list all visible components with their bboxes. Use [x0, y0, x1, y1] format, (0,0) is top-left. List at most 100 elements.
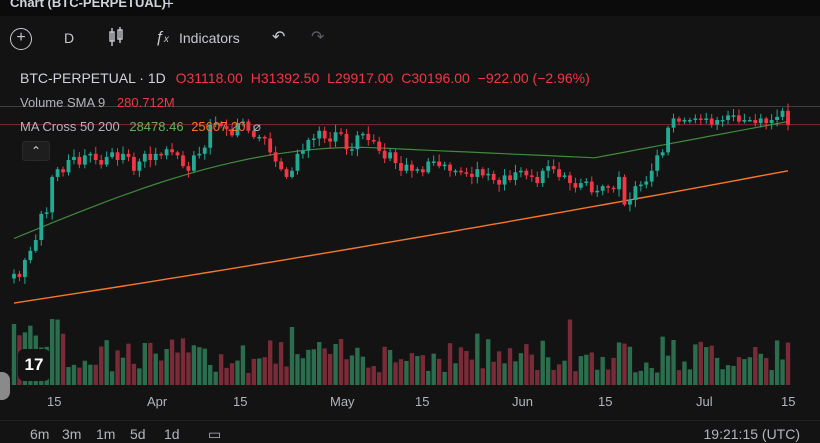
candle-body — [491, 173, 496, 180]
volume-legend[interactable]: Volume SMA 9 280.712M — [20, 95, 175, 110]
candle-body — [769, 120, 774, 124]
volume-bar — [731, 365, 736, 385]
candle-body — [273, 152, 278, 162]
candle-body — [459, 170, 463, 173]
range-1m[interactable]: 1m — [96, 426, 116, 442]
volume-bar — [529, 354, 534, 385]
candle-body — [382, 150, 387, 159]
volume-bar — [633, 372, 638, 385]
candle-body — [671, 118, 676, 128]
candle-body — [595, 190, 600, 193]
candle-body — [557, 169, 561, 177]
candle-body — [350, 149, 354, 151]
volume-bar — [387, 349, 393, 385]
symbol-label[interactable]: BTC-PERPETUAL · 1D — [20, 70, 166, 86]
volume-bar — [447, 343, 453, 385]
indicators-icon[interactable]: ƒx — [155, 29, 169, 46]
volume-bar — [638, 370, 644, 385]
volume-bar — [333, 343, 338, 385]
candle-body — [698, 118, 703, 120]
undo-icon[interactable]: ↶ — [272, 29, 286, 46]
volume-bar — [295, 354, 300, 385]
candle-body — [360, 133, 365, 136]
chart-tab-title[interactable]: Chart (BTC-PERPETUAL) — [10, 0, 166, 10]
tradingview-logo[interactable]: 17 — [18, 349, 50, 381]
candle-body — [44, 212, 49, 214]
range-3m[interactable]: 3m — [62, 426, 82, 442]
candle-body — [426, 161, 431, 173]
volume-value: 280.712M — [116, 95, 175, 110]
candle-body — [758, 118, 763, 124]
collapse-legend-button[interactable]: ⌃ — [22, 141, 50, 161]
volume-bar — [736, 357, 742, 385]
volume-bar — [366, 367, 371, 385]
candle-body — [355, 135, 360, 150]
candle-body — [453, 170, 458, 173]
candle-body — [775, 116, 780, 120]
volume-bar — [698, 341, 703, 385]
candle-body — [753, 120, 758, 124]
volume-bar — [660, 336, 665, 385]
add-symbol-button[interactable]: + — [10, 28, 32, 50]
add-tab-button[interactable]: + — [164, 0, 174, 13]
volume-bar — [415, 356, 420, 385]
calendar-icon[interactable]: ▭ — [208, 426, 222, 442]
candle-body — [17, 273, 22, 277]
candle-body — [306, 140, 311, 151]
ma-cross-legend[interactable]: MA Cross 50 200 28478.46 25607.20 ⌀ — [20, 119, 261, 135]
candle-body — [666, 127, 670, 153]
volume-bar — [676, 370, 682, 385]
volume-bar — [180, 338, 186, 385]
candle-body — [148, 153, 153, 160]
candle-body — [219, 123, 224, 127]
candle-body — [628, 200, 632, 205]
candles-icon[interactable] — [108, 26, 124, 50]
candle-body — [404, 164, 409, 171]
candle-body — [339, 132, 343, 134]
candle-body — [55, 169, 60, 177]
volume-bar — [158, 360, 164, 385]
x-axis-tick: 15 — [415, 394, 430, 409]
range-6m[interactable]: 6m — [30, 426, 50, 442]
volume-bar — [655, 372, 660, 385]
volume-bar — [77, 367, 82, 385]
candle-body — [611, 187, 616, 190]
volume-bar — [764, 357, 769, 385]
volume-bar — [360, 356, 366, 385]
volume-bar — [191, 345, 197, 385]
volume-bar — [540, 340, 545, 385]
candle-body — [39, 213, 44, 240]
range-1d[interactable]: 1d — [164, 426, 180, 442]
candle-body — [333, 132, 338, 142]
volume-bar — [218, 354, 224, 385]
candle-body — [431, 161, 436, 164]
range-5d[interactable]: 5d — [130, 426, 146, 442]
volume-bar — [464, 351, 469, 385]
candle-body — [159, 153, 164, 156]
volume-bar — [682, 361, 687, 385]
candle-body — [328, 138, 333, 142]
volume-bar — [687, 369, 693, 385]
tab-bar: Chart (BTC-PERPETUAL) + — [0, 0, 820, 16]
close-value: 30196.00 — [411, 70, 470, 86]
volume-bar — [213, 371, 218, 385]
hide-indicator-icon[interactable]: ⌀ — [253, 119, 261, 134]
volume-bar — [774, 340, 780, 385]
interval-button[interactable]: D — [64, 30, 75, 46]
redo-icon[interactable]: ↷ — [311, 29, 325, 46]
candle-body — [600, 186, 605, 191]
candle-body — [164, 149, 169, 156]
volume-bar — [496, 351, 502, 385]
indicators-button[interactable]: Indicators — [179, 30, 240, 46]
volume-bar — [567, 319, 573, 385]
volume-bar — [120, 357, 126, 385]
volume-bar — [93, 364, 98, 385]
scroll-handle[interactable] — [0, 372, 10, 400]
candle-body — [720, 120, 725, 122]
candle-body — [50, 176, 55, 213]
volume-bar — [66, 367, 71, 385]
volume-bar — [709, 345, 714, 385]
volume-bar — [186, 352, 191, 385]
high-label: H — [250, 70, 261, 86]
volume-bar — [268, 340, 273, 385]
